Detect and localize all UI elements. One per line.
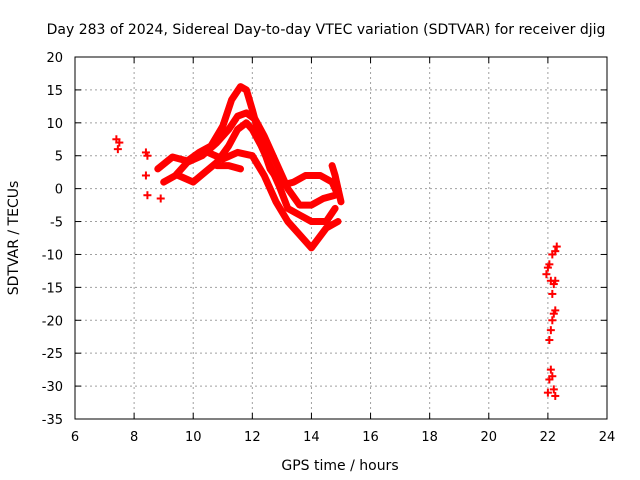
y-tick-label: -30 xyxy=(42,380,63,395)
y-tick-label: 0 xyxy=(55,183,63,198)
data-point xyxy=(542,270,551,279)
data-point xyxy=(156,194,165,203)
x-axis-label: GPS time / hours xyxy=(281,458,398,474)
y-tick-label: -35 xyxy=(42,413,63,428)
y-tick-label: 10 xyxy=(46,117,63,132)
data-point xyxy=(551,247,560,256)
y-tick-label: -15 xyxy=(42,281,63,296)
series-track-d xyxy=(204,148,342,252)
y-tick-label: -5 xyxy=(50,216,63,231)
x-tick-label: 16 xyxy=(362,430,379,445)
data-point xyxy=(543,263,552,272)
x-tick-label: 8 xyxy=(130,430,138,445)
y-tick-label: -10 xyxy=(42,248,63,263)
series-track-b xyxy=(160,109,339,209)
data-point xyxy=(551,306,560,315)
y-axis-label: SDTVAR / TECUs xyxy=(6,181,22,296)
data-point xyxy=(143,191,152,200)
data-point xyxy=(141,171,150,180)
y-tick-label: 20 xyxy=(46,51,63,66)
data-series xyxy=(154,83,345,252)
data-point xyxy=(546,365,555,374)
x-tick-label: 14 xyxy=(303,430,320,445)
plot-frame xyxy=(74,56,608,420)
x-tick-label: 18 xyxy=(421,430,438,445)
series-track-f xyxy=(328,162,345,206)
x-tick-label: 12 xyxy=(244,430,261,445)
x-tick-label: 24 xyxy=(599,430,616,445)
y-tick-label: 15 xyxy=(46,84,63,99)
data-point xyxy=(552,242,561,251)
data-point xyxy=(549,385,558,394)
data-point xyxy=(551,276,560,285)
x-tick-label: 20 xyxy=(481,430,498,445)
grid xyxy=(75,57,607,419)
chart-title: Day 283 of 2024, Sidereal Day-to-day VTE… xyxy=(47,22,606,38)
data-point xyxy=(545,336,554,345)
data-point xyxy=(548,316,557,325)
axis-ticks: 6 8 10 12 14 16 18 20 22 24 -35 -30 -25 -20 -15 -10 -5 0 5… xyxy=(42,51,616,445)
data-point xyxy=(548,372,557,381)
data-point xyxy=(115,138,124,147)
x-tick-label: 6 xyxy=(71,430,79,445)
data-point xyxy=(113,145,122,154)
y-tick-label: -20 xyxy=(42,314,63,329)
data-point xyxy=(546,326,555,335)
x-tick-label: 22 xyxy=(540,430,557,445)
data-point xyxy=(143,151,152,160)
data-point xyxy=(548,289,557,298)
y-tick-label: -25 xyxy=(42,347,63,362)
data-point xyxy=(551,391,560,400)
data-points xyxy=(112,135,561,400)
series-track-e xyxy=(213,162,244,173)
data-point xyxy=(543,388,552,397)
series-track-a xyxy=(154,83,342,199)
x-tick-label: 10 xyxy=(185,430,202,445)
y-tick-label: 5 xyxy=(55,150,63,165)
series-track-c xyxy=(174,119,339,225)
